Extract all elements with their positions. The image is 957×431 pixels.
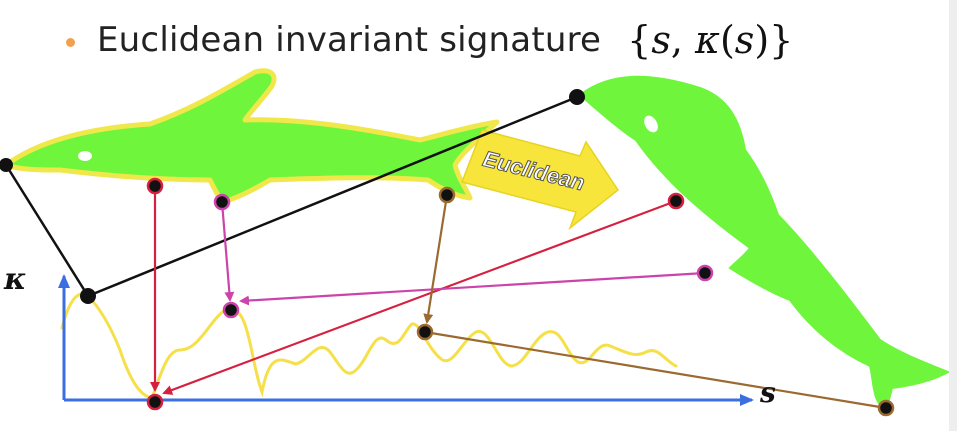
formula-paren-open: ( xyxy=(719,18,735,62)
magenta-link-transformed xyxy=(239,271,706,306)
point-magenta-left-fish xyxy=(213,193,231,211)
point-red-curve xyxy=(146,393,164,411)
formula-s: s xyxy=(651,18,671,62)
fish-eye-icon xyxy=(78,151,92,161)
window-edge xyxy=(949,0,957,431)
fish-eye-icon xyxy=(644,115,658,133)
point-black-curve xyxy=(80,288,96,304)
formula-comma: , xyxy=(670,18,696,62)
brown-link-original xyxy=(423,194,449,324)
red-link-transformed xyxy=(162,199,677,395)
point-magenta-right-fish xyxy=(696,264,714,282)
euclidean-arrow: Euclidean xyxy=(460,129,620,231)
signature-curve xyxy=(60,292,678,400)
kappa-axis-label: κ xyxy=(4,262,27,297)
point-brown-left-fish xyxy=(438,186,456,204)
bullet-item: Euclidean invariant signature {s, κ(s)} xyxy=(66,10,793,70)
point-black-left-fish xyxy=(0,158,13,172)
formula-kappa: κ xyxy=(695,18,720,62)
bullet-dot-icon xyxy=(66,37,75,47)
point-brown-curve xyxy=(416,323,434,341)
formula-close-brace: } xyxy=(769,18,794,62)
fish-transformed xyxy=(578,75,951,410)
point-red-right-fish xyxy=(667,192,685,210)
point-brown-right-fish xyxy=(877,399,895,417)
point-red-left-fish xyxy=(146,177,164,195)
black-link-left xyxy=(4,164,90,297)
brown-link-transformed xyxy=(424,330,887,410)
bullet-text: Euclidean invariant signature xyxy=(97,20,602,60)
s-axis-label: s xyxy=(760,376,776,409)
formula-paren-close: ) xyxy=(754,18,770,62)
black-link-right xyxy=(87,95,578,298)
magenta-link-original xyxy=(220,201,235,302)
point-magenta-curve xyxy=(222,301,240,319)
formula-s2: s xyxy=(734,18,755,62)
signature-formula: {s, κ(s)} xyxy=(627,18,793,62)
fish-original xyxy=(3,68,500,205)
point-black-right-fish xyxy=(569,89,585,105)
formula-open-brace: { xyxy=(627,18,652,62)
